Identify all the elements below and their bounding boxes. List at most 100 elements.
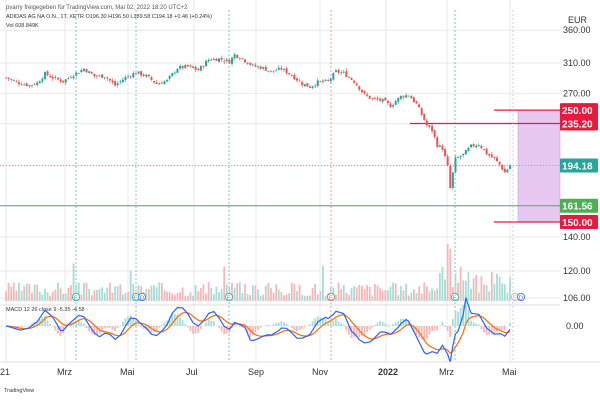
macd-histogram-bar xyxy=(67,325,70,326)
candle-body xyxy=(428,125,431,127)
candle-body xyxy=(345,71,348,77)
volume-bar xyxy=(457,282,459,301)
macd-legend[interactable]: MACD 12 26 close 9 -5.35 -4.58 xyxy=(6,307,85,313)
volume-bar xyxy=(205,293,207,301)
candle-body xyxy=(371,98,374,100)
macd-histogram-bar xyxy=(501,326,504,330)
volume-bar xyxy=(124,292,127,301)
macd-histogram-bar xyxy=(285,323,288,326)
event-marker-label: D xyxy=(519,296,523,302)
candle-body xyxy=(262,66,265,69)
macd-histogram-bar xyxy=(509,323,511,326)
candle-body xyxy=(30,85,33,86)
price-badges: 250.00 235.20 194.18 161.56 150.00 xyxy=(560,103,598,229)
macd-histogram-bar xyxy=(290,326,293,329)
volume-bar xyxy=(371,295,374,301)
volume-bar xyxy=(23,286,26,301)
volume-bar xyxy=(290,282,293,301)
candle-body xyxy=(446,156,449,166)
macd-histogram-bar xyxy=(238,326,241,327)
time-tick-label: Mrz xyxy=(439,367,454,377)
macd-histogram-bar xyxy=(392,324,394,326)
macd-histogram-bar xyxy=(449,326,452,338)
macd-histogram-bar xyxy=(199,326,202,329)
time-axis: 21 Mrz Mai Jul Sep Nov 2022 Mrz Mai xyxy=(0,361,600,377)
candle-body xyxy=(324,79,327,81)
volume-legend[interactable]: Vol 608.849K xyxy=(6,23,39,29)
volume-bar xyxy=(355,287,358,301)
volume-bar xyxy=(498,276,501,301)
macd-histogram-bar xyxy=(192,326,194,334)
volume-bar xyxy=(116,286,119,301)
candle-body xyxy=(293,74,296,80)
candle-body xyxy=(108,78,111,81)
macd-histogram-bar xyxy=(464,294,467,326)
candle-body xyxy=(501,164,504,170)
event-marker xyxy=(326,292,335,301)
price-axis: 360.00 310.00 270.00 140.00 120.00 106.00 0.00 xyxy=(563,25,591,331)
macd-histogram-bar xyxy=(296,326,298,332)
volume-bar xyxy=(394,283,397,301)
volume-bar xyxy=(238,282,241,301)
candle-body xyxy=(142,74,145,76)
macd-histogram-bar xyxy=(116,326,119,328)
macd-histogram-bar xyxy=(402,318,405,326)
candle-body xyxy=(355,83,358,86)
event-marker xyxy=(450,292,459,301)
price-badge-label: 194.18 xyxy=(562,161,593,172)
symbol-legend[interactable]: ADIDAS AG NA O.N., 1T, XETR O196.30 H196… xyxy=(6,14,213,20)
candle-body xyxy=(205,60,208,67)
candle-body xyxy=(10,79,13,80)
candle-body xyxy=(150,76,153,80)
candle-body xyxy=(212,58,215,60)
volume-bar xyxy=(114,286,117,301)
volume-bar xyxy=(132,283,135,301)
price-tick-label: 140.00 xyxy=(563,232,591,242)
price-tick-label: 310.00 xyxy=(563,58,591,68)
candle-body xyxy=(93,73,96,77)
macd-histogram-bar xyxy=(355,326,358,338)
candle-body xyxy=(173,72,176,74)
volume-bar xyxy=(109,282,111,301)
macd-histogram-bar xyxy=(309,324,311,326)
horizontal-levels xyxy=(0,109,560,223)
candle-body xyxy=(298,80,301,82)
volume-bar xyxy=(67,288,70,301)
macd-histogram-bar xyxy=(379,321,382,326)
time-tick-label: 2022 xyxy=(378,367,398,377)
macd-histogram-bar xyxy=(324,318,327,326)
macd-histogram-bar xyxy=(459,307,462,326)
candle-body xyxy=(402,96,405,98)
macd-histogram-bar xyxy=(475,323,478,326)
macd-histogram-bar xyxy=(340,323,343,326)
volume-bar xyxy=(262,294,265,301)
macd-histogram-bar xyxy=(433,326,436,331)
volume-bar xyxy=(57,282,59,301)
candle-body xyxy=(337,69,340,73)
time-tick-label: Jul xyxy=(186,367,198,377)
candle-body xyxy=(116,83,119,86)
candle-body xyxy=(288,73,291,75)
candle-body xyxy=(80,70,83,73)
candle-body xyxy=(199,65,202,71)
macd-histogram-bar xyxy=(124,318,127,326)
candle-body xyxy=(475,145,478,148)
volume-bar xyxy=(423,282,426,301)
macd-histogram-bar xyxy=(420,326,423,340)
candle-body xyxy=(340,72,343,74)
candle-body xyxy=(373,97,376,99)
volume-bar xyxy=(155,287,158,301)
candle-body xyxy=(454,157,457,173)
volume-bar xyxy=(361,285,363,301)
candle-body xyxy=(49,75,52,78)
candle-body xyxy=(231,57,234,64)
candle-body xyxy=(88,71,91,74)
price-badge xyxy=(560,198,598,213)
candle-body xyxy=(75,72,78,76)
candle-body xyxy=(137,71,140,74)
volume-bar xyxy=(501,283,504,301)
volume-bar xyxy=(49,295,52,301)
candle-body xyxy=(334,70,337,73)
candle-body xyxy=(17,82,20,85)
volume-bar xyxy=(236,283,239,301)
